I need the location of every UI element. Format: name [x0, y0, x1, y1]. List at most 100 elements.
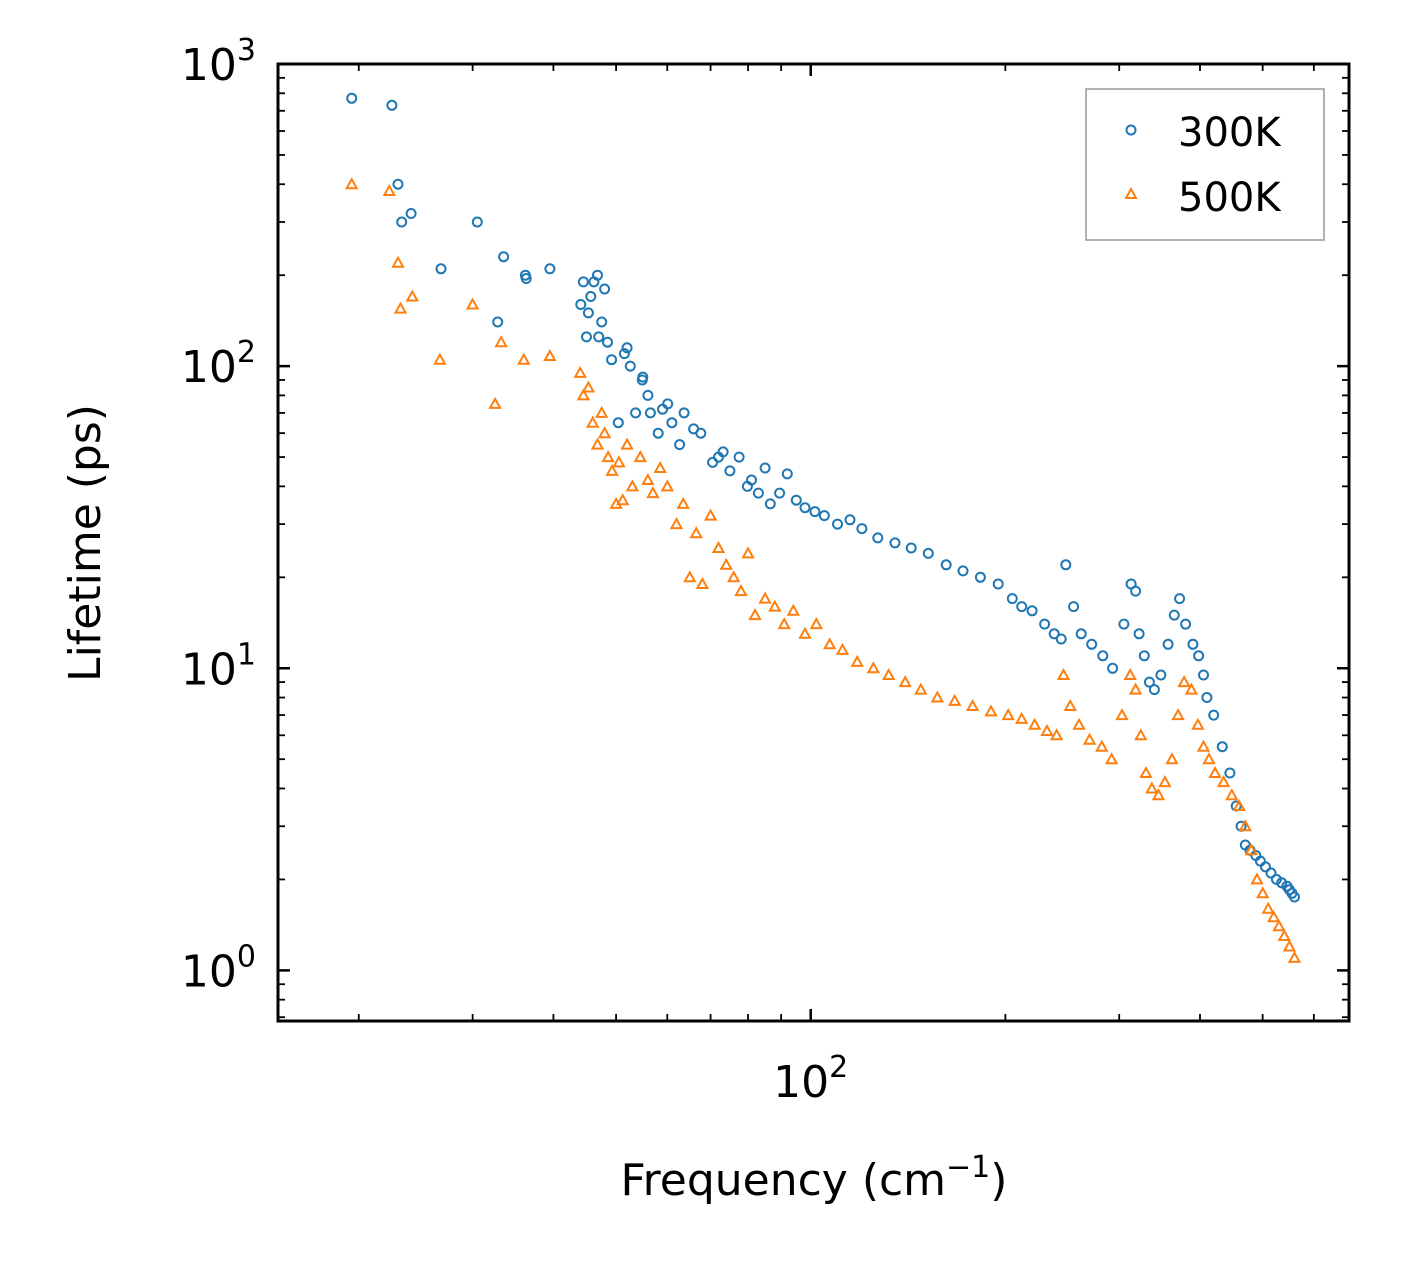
- point-300k-85: [1143, 676, 1155, 688]
- point-500k-36: [711, 540, 726, 553]
- point-300k-24: [612, 417, 624, 429]
- point-300k-56: [818, 510, 830, 522]
- point-300k-105: [1260, 861, 1271, 873]
- point-500k-0: [345, 177, 359, 190]
- legend-marker-300k: [1125, 124, 1137, 136]
- point-500k-37: [719, 557, 733, 570]
- point-300k-82: [1130, 585, 1142, 597]
- point-500k-21: [612, 455, 626, 468]
- point-300k-72: [1048, 628, 1060, 640]
- x-axis-title: Frequency (cm−1): [621, 1150, 1008, 1206]
- point-500k-73: [1134, 728, 1148, 741]
- point-300k-4: [405, 208, 417, 219]
- point-300k-97: [1216, 741, 1228, 753]
- point-300k-62: [905, 542, 917, 554]
- point-500k-92: [1256, 886, 1270, 899]
- point-300k-74: [1060, 559, 1072, 571]
- point-500k-27: [646, 486, 660, 499]
- point-300k-75: [1068, 601, 1080, 613]
- point-500k-75: [1145, 781, 1159, 794]
- point-300k-80: [1118, 618, 1130, 630]
- point-300k-94: [1198, 669, 1209, 681]
- point-300k-32: [644, 407, 656, 419]
- point-500k-34: [695, 576, 710, 589]
- point-300k-69: [1016, 601, 1028, 613]
- point-500k-33: [689, 526, 703, 539]
- point-300k-92: [1187, 638, 1199, 650]
- point-500k-95: [1272, 919, 1286, 932]
- point-500k-38: [727, 570, 741, 583]
- series-300k: [346, 92, 1300, 903]
- point-300k-95: [1201, 692, 1213, 703]
- point-500k-59: [1001, 708, 1015, 721]
- y-tick-label-0: 100: [181, 939, 256, 997]
- point-500k-87: [1225, 788, 1239, 801]
- plot-frame: [276, 62, 1351, 1023]
- point-500k-54: [914, 682, 928, 695]
- point-500k-11: [573, 365, 587, 378]
- point-500k-64: [1056, 667, 1071, 680]
- legend: 300K 500K: [1085, 88, 1325, 241]
- point-300k-8: [498, 251, 510, 263]
- series-500k: [345, 177, 1302, 963]
- point-300k-27: [624, 360, 636, 372]
- point-500k-24: [625, 479, 640, 492]
- point-300k-66: [974, 571, 986, 583]
- point-500k-43: [768, 599, 782, 612]
- point-300k-33: [652, 427, 664, 439]
- point-500k-26: [641, 472, 655, 485]
- point-300k-68: [1006, 593, 1018, 605]
- major-ticks: 100 101 102 103 102: [181, 33, 1349, 1108]
- point-500k-29: [660, 479, 674, 492]
- point-300k-77: [1086, 638, 1098, 650]
- point-500k-28: [653, 460, 667, 473]
- point-500k-15: [590, 437, 605, 450]
- point-300k-20: [596, 316, 608, 328]
- point-500k-84: [1202, 752, 1216, 765]
- point-500k-91: [1250, 872, 1264, 885]
- point-500k-47: [809, 617, 823, 630]
- point-300k-3: [396, 216, 408, 228]
- point-300k-79: [1107, 662, 1119, 674]
- point-300k-63: [922, 547, 934, 559]
- point-300k-12: [575, 299, 587, 310]
- legend-label-500k: 500K: [1178, 175, 1282, 221]
- point-500k-32: [683, 570, 697, 583]
- point-500k-3: [393, 301, 408, 314]
- point-300k-11: [544, 263, 556, 275]
- point-500k-31: [676, 496, 690, 509]
- legend-box: [1085, 88, 1325, 241]
- point-500k-67: [1082, 732, 1097, 745]
- point-500k-50: [850, 654, 864, 667]
- point-300k-87: [1155, 669, 1167, 681]
- point-500k-41: [748, 608, 762, 621]
- point-500k-78: [1165, 752, 1179, 765]
- point-500k-52: [882, 667, 896, 680]
- point-300k-25: [618, 348, 630, 360]
- point-300k-30: [637, 371, 649, 383]
- point-500k-10: [543, 348, 557, 361]
- point-500k-77: [1158, 775, 1172, 788]
- point-300k-36: [666, 417, 678, 429]
- point-300k-52: [781, 468, 793, 480]
- point-500k-56: [948, 693, 962, 706]
- point-500k-1: [382, 183, 396, 196]
- point-500k-74: [1139, 765, 1153, 778]
- point-500k-49: [835, 642, 850, 655]
- point-300k-112: [1289, 891, 1300, 903]
- point-300k-89: [1168, 609, 1180, 621]
- point-500k-61: [1028, 717, 1042, 730]
- point-300k-73: [1055, 633, 1067, 645]
- point-500k-94: [1267, 910, 1281, 923]
- x-tick-label-0: 102: [773, 1050, 848, 1108]
- point-300k-22: [602, 336, 613, 348]
- point-500k-48: [823, 637, 837, 650]
- point-500k-97: [1282, 939, 1297, 952]
- point-300k-65: [957, 565, 969, 577]
- y-tick-label-2: 102: [181, 335, 256, 393]
- point-500k-85: [1208, 765, 1222, 778]
- point-300k-60: [872, 532, 884, 544]
- point-300k-35: [662, 398, 674, 410]
- point-500k-76: [1151, 788, 1166, 801]
- point-300k-88: [1162, 638, 1174, 650]
